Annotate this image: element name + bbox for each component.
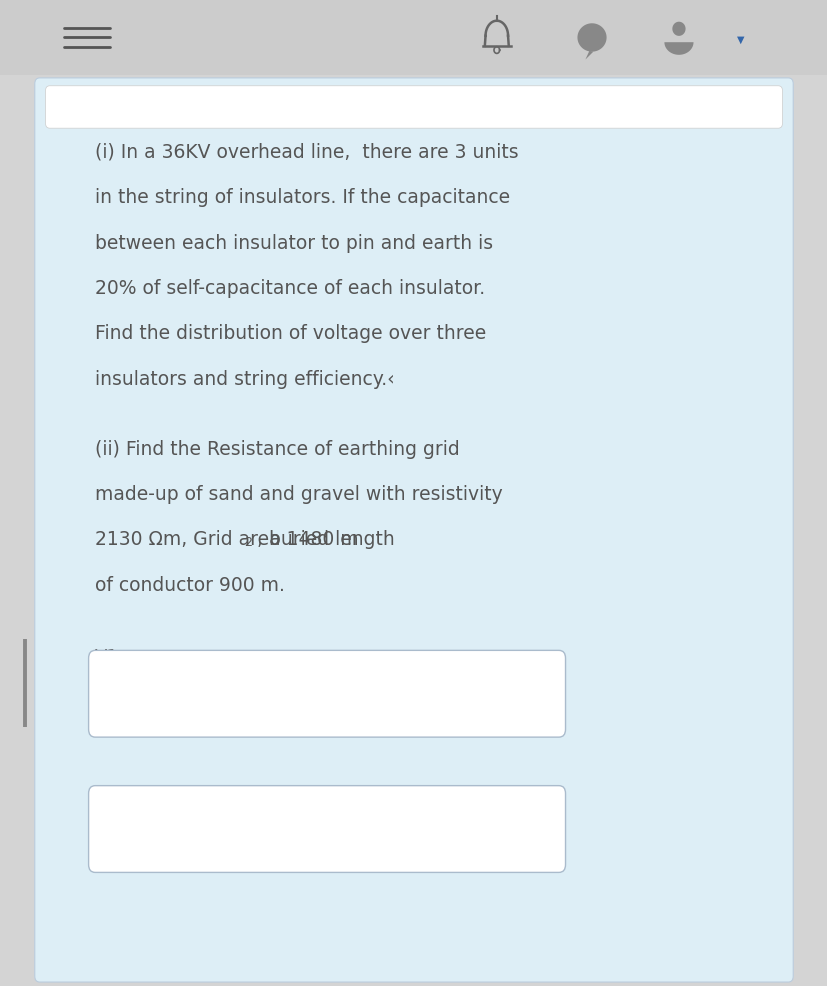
Text: V2: V2 bbox=[95, 784, 119, 802]
FancyBboxPatch shape bbox=[88, 651, 565, 738]
Polygon shape bbox=[672, 22, 685, 35]
Text: between each insulator to pin and earth is: between each insulator to pin and earth … bbox=[95, 234, 493, 252]
Text: (ii) Find the Resistance of earthing grid: (ii) Find the Resistance of earthing gri… bbox=[95, 440, 460, 458]
Text: insulators and string efficiency.‹: insulators and string efficiency.‹ bbox=[95, 370, 394, 388]
Polygon shape bbox=[663, 42, 693, 55]
Text: ▼: ▼ bbox=[736, 35, 744, 44]
Text: Find the distribution of voltage over three: Find the distribution of voltage over th… bbox=[95, 324, 486, 343]
Text: , buried length: , buried length bbox=[251, 530, 394, 549]
Text: made-up of sand and gravel with resistivity: made-up of sand and gravel with resistiv… bbox=[95, 485, 502, 504]
Polygon shape bbox=[585, 51, 593, 59]
Text: 2: 2 bbox=[244, 536, 252, 549]
Polygon shape bbox=[576, 24, 606, 51]
Text: of conductor 900 m.: of conductor 900 m. bbox=[95, 576, 284, 595]
Bar bbox=[0, 0, 827, 75]
FancyBboxPatch shape bbox=[35, 78, 792, 982]
Text: (i) In a 36KV overhead line,  there are 3 units: (i) In a 36KV overhead line, there are 3… bbox=[95, 143, 519, 162]
Text: 2130 Ωm, Grid area 1480 m: 2130 Ωm, Grid area 1480 m bbox=[95, 530, 358, 549]
Text: in the string of insulators. If the capacitance: in the string of insulators. If the capa… bbox=[95, 188, 509, 207]
FancyBboxPatch shape bbox=[88, 786, 565, 873]
Text: 20% of self-capacitance of each insulator.: 20% of self-capacitance of each insulato… bbox=[95, 279, 485, 298]
FancyBboxPatch shape bbox=[45, 86, 782, 128]
Text: V1: V1 bbox=[95, 649, 119, 667]
